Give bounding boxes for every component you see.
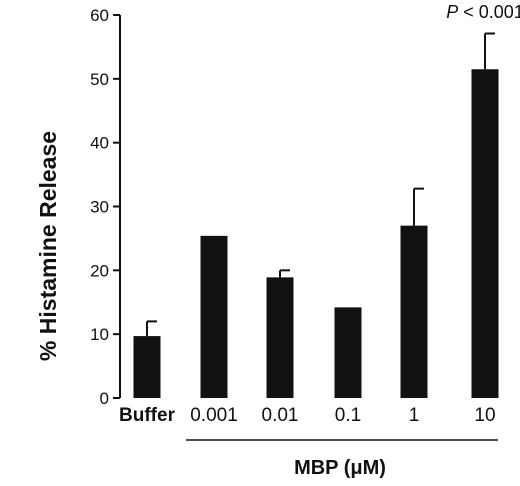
x-category-label: 10 bbox=[474, 405, 495, 426]
x-axis-label: MBP (μM) bbox=[294, 457, 386, 479]
bar-2 bbox=[200, 235, 228, 398]
x-category-label: 0.001 bbox=[190, 405, 238, 426]
x-category-label: 0.01 bbox=[262, 405, 299, 426]
bar-6 bbox=[471, 69, 499, 398]
significance-annotation: P < 0.001 bbox=[446, 2, 520, 22]
p-symbol: P bbox=[446, 2, 458, 22]
error-bars bbox=[146, 32, 495, 337]
x-category-labels: Buffer 0.001 0.01 0.1 1 10 bbox=[119, 405, 496, 426]
y-tick-label: 50 bbox=[90, 70, 109, 89]
x-category-label: Buffer bbox=[119, 405, 176, 426]
y-tick-label: 40 bbox=[90, 134, 109, 153]
y-axis-label: % Histamine Release bbox=[35, 131, 61, 361]
bar-1 bbox=[133, 336, 161, 398]
bar-3 bbox=[266, 277, 294, 398]
y-tick-label: 10 bbox=[90, 325, 109, 344]
y-tick-label: 30 bbox=[90, 198, 109, 217]
bar-4 bbox=[334, 307, 362, 398]
y-tick-label: 60 bbox=[90, 6, 109, 25]
bar-5 bbox=[400, 225, 428, 398]
x-category-label: 0.1 bbox=[335, 405, 361, 426]
bars bbox=[133, 69, 499, 398]
y-ticks: 0 10 20 30 40 50 60 bbox=[90, 6, 120, 408]
x-category-label: 1 bbox=[409, 405, 420, 426]
y-tick-label: 0 bbox=[100, 389, 109, 408]
p-threshold: < 0.001 bbox=[458, 2, 520, 22]
y-tick-label: 20 bbox=[90, 261, 109, 280]
